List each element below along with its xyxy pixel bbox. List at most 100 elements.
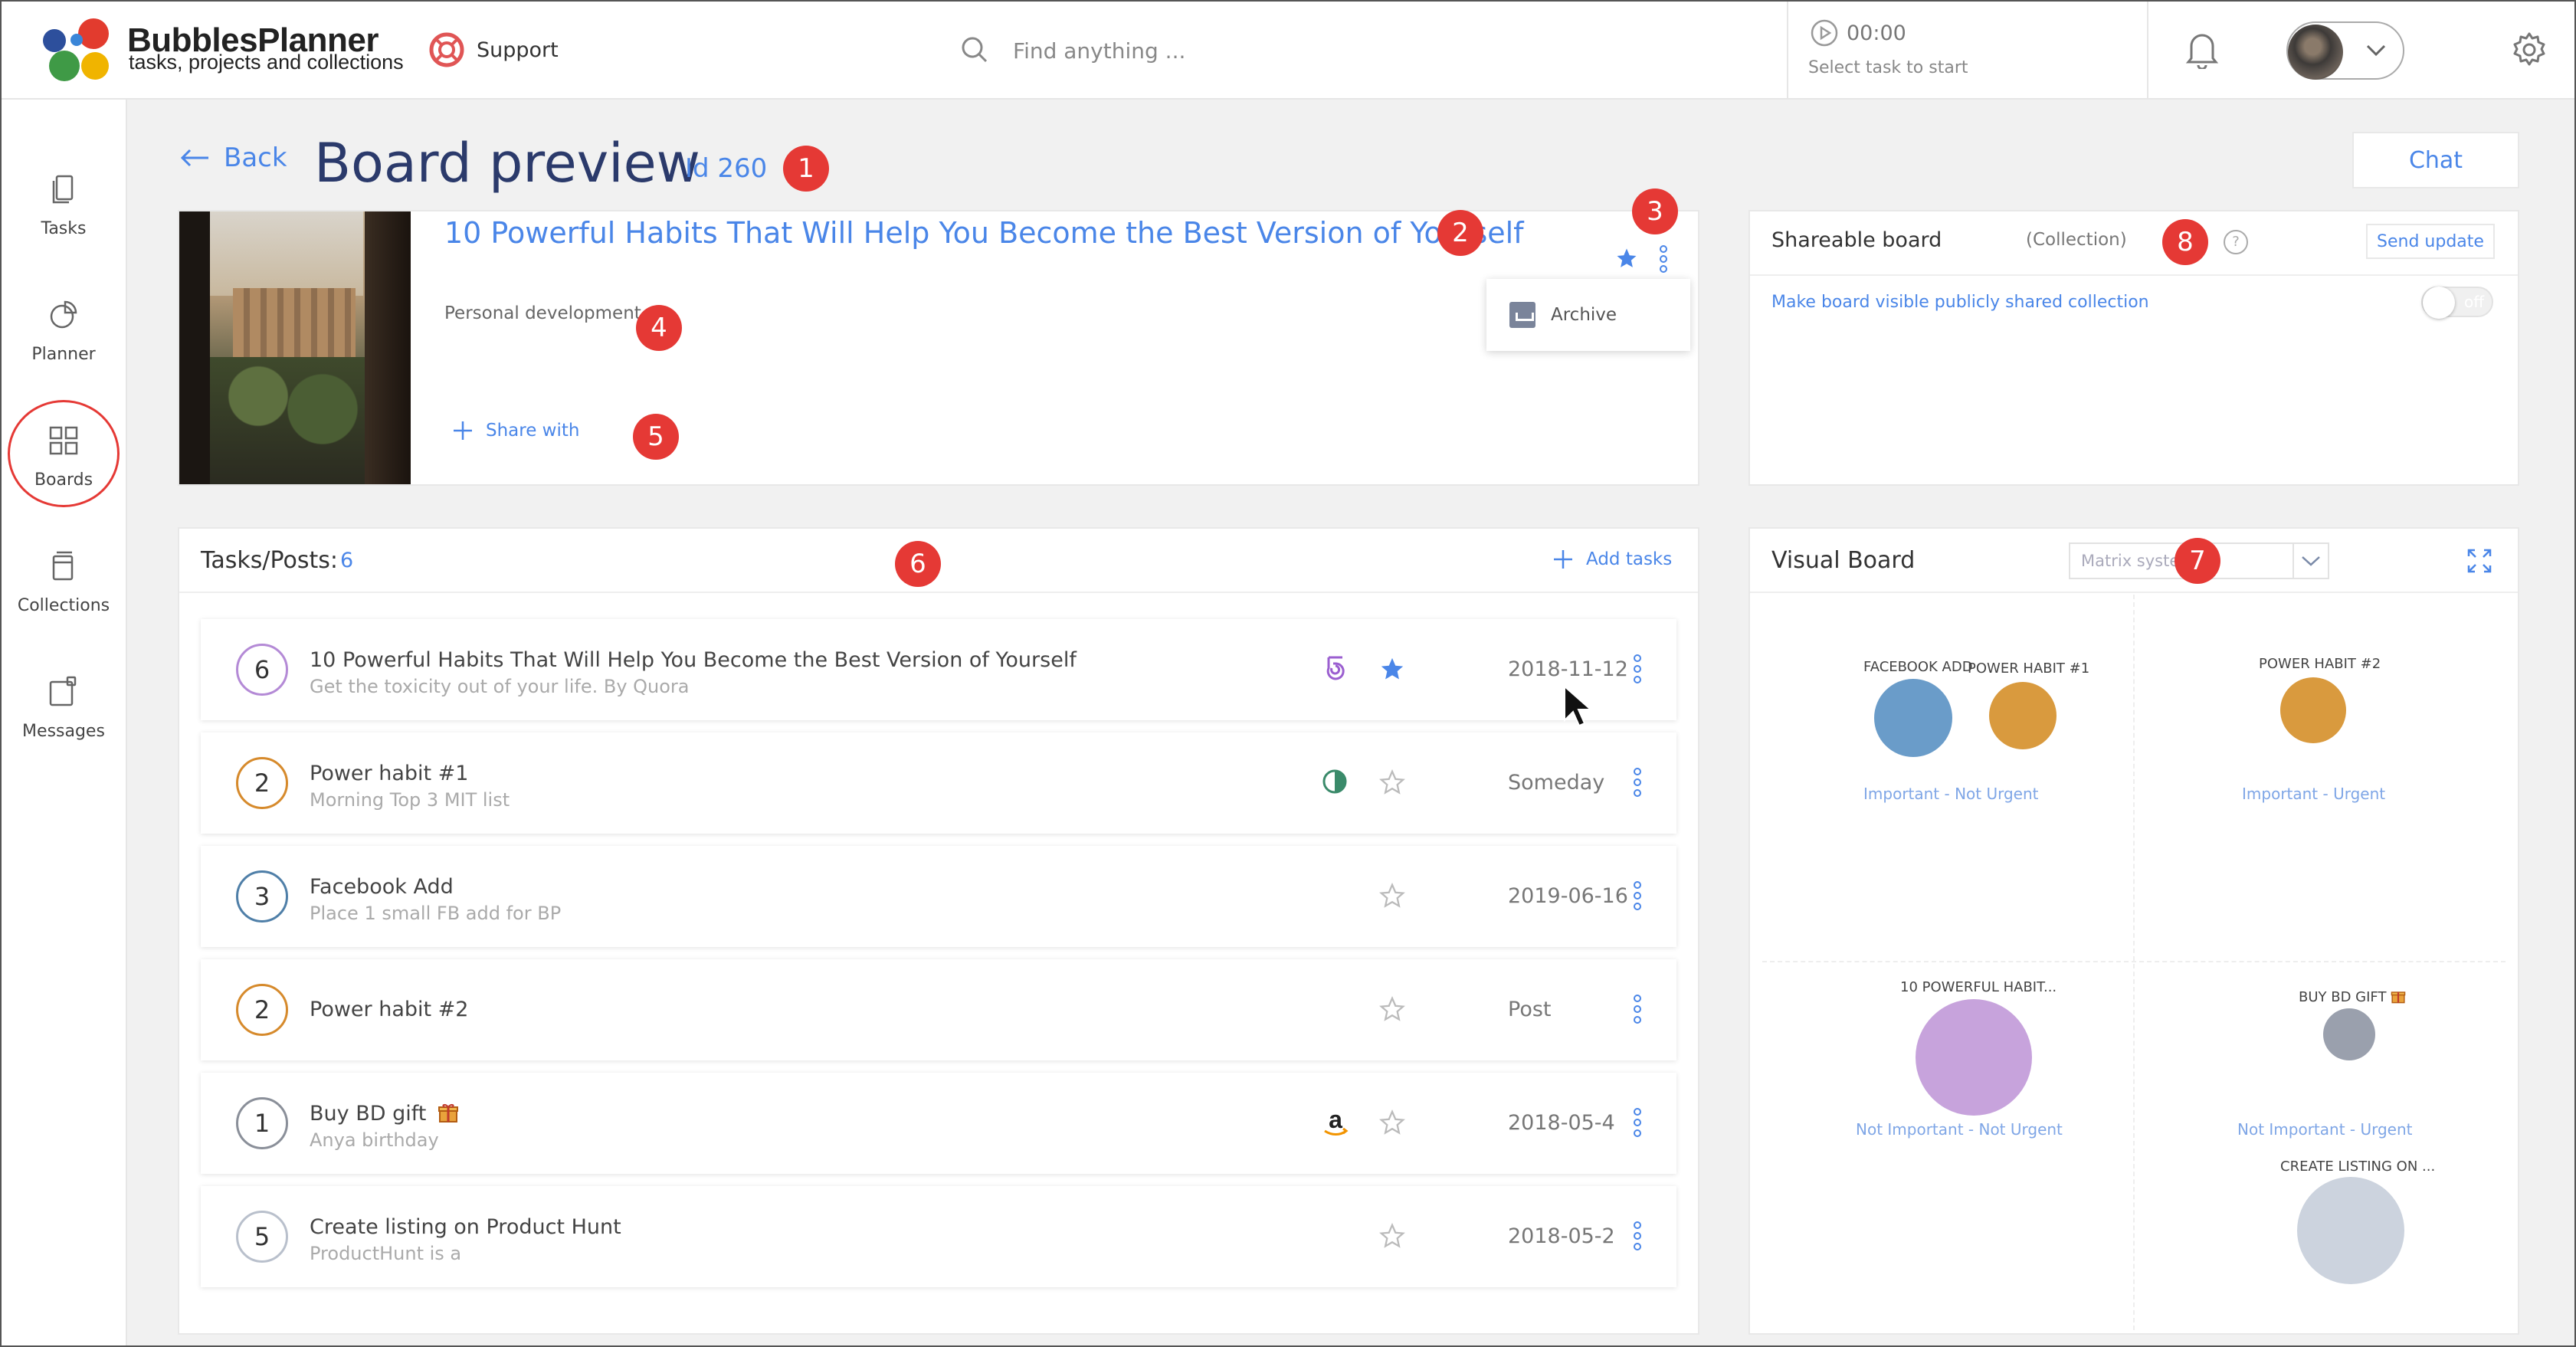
svg-text:a: a <box>1329 1108 1342 1133</box>
sidebar-item-collections[interactable]: Collections <box>0 549 127 656</box>
share-label: Share with <box>486 421 580 441</box>
divider <box>179 592 1698 593</box>
search-input[interactable] <box>1013 31 1473 70</box>
quadrant-label: Important - Not Urgent <box>1863 785 2039 803</box>
more-options-icon[interactable] <box>1660 245 1669 273</box>
tasks-icon <box>52 175 74 204</box>
sidebar-item-messages[interactable]: Messages <box>0 674 127 782</box>
annotation-marker: 5 <box>633 414 679 460</box>
task-row[interactable]: 2 Power habit #1 Morning Top 3 MIT list … <box>201 732 1676 834</box>
matrix-axis-vertical <box>2133 595 2135 1330</box>
user-menu[interactable] <box>2286 21 2404 80</box>
task-subtitle: Anya birthday <box>310 1129 439 1151</box>
quadrant-label: Important - Urgent <box>2242 785 2386 803</box>
quadrant-label: Not Important - Urgent <box>2237 1120 2413 1139</box>
task-title: Power habit #2 <box>310 998 469 1021</box>
bell-icon[interactable] <box>2184 29 2220 69</box>
sidebar-item-tasks[interactable]: Tasks <box>0 172 127 279</box>
back-label: Back <box>224 143 287 173</box>
star-outline-icon[interactable] <box>1379 1109 1405 1136</box>
page-title: Board preview <box>314 132 700 195</box>
task-row[interactable]: 2 Power habit #2 Post <box>201 959 1676 1060</box>
bubble-create-listing[interactable] <box>2297 1177 2404 1284</box>
expand-icon[interactable] <box>2466 547 2493 575</box>
task-title: Facebook Add <box>310 875 454 899</box>
task-subtitle: Morning Top 3 MIT list <box>310 789 510 811</box>
task-title: Create listing on Product Hunt <box>310 1215 621 1239</box>
priority-badge: 3 <box>236 870 288 923</box>
send-update-button[interactable]: Send update <box>2366 224 2495 259</box>
bubble-label: POWER HABIT #2 <box>2259 656 2381 672</box>
quadrant-label: Not Important - Not Urgent <box>1856 1120 2063 1139</box>
priority-badge: 1 <box>236 1097 288 1149</box>
public-share-toggle[interactable]: off <box>2421 287 2493 319</box>
board-title[interactable]: 10 Powerful Habits That Will Help You Be… <box>444 216 1524 250</box>
gift-icon <box>438 1103 458 1122</box>
matrix-axis-horizontal <box>1762 961 2506 962</box>
task-row[interactable]: 5 Create listing on Product Hunt Product… <box>201 1186 1676 1287</box>
more-options-icon[interactable] <box>1634 881 1641 912</box>
search-icon <box>962 37 988 63</box>
annotation-marker: 6 <box>895 541 941 587</box>
chat-button[interactable]: Chat <box>2352 132 2519 188</box>
more-options-icon[interactable] <box>1634 1221 1641 1252</box>
sidebar: Tasks Planner Boards Collections Message… <box>0 100 127 1347</box>
priority-badge: 2 <box>236 984 288 1036</box>
mouse-cursor-icon <box>1564 685 1593 727</box>
messages-icon <box>49 676 77 706</box>
board-id: Id 260 <box>685 153 768 184</box>
star-icon[interactable] <box>1615 247 1638 270</box>
star-outline-icon[interactable] <box>1379 769 1405 795</box>
bubble-10-powerful-habits[interactable] <box>1916 999 2032 1116</box>
bubble-power-habit-1[interactable] <box>1989 682 2057 749</box>
board-card <box>178 210 1699 486</box>
add-tasks-button[interactable]: Add tasks <box>1552 549 1672 570</box>
shareable-type: (Collection) <box>2026 230 2127 250</box>
annotation-marker: 7 <box>2175 538 2220 584</box>
share-with-button[interactable]: Share with <box>452 420 579 441</box>
task-date: Post <box>1508 998 1552 1021</box>
star-outline-icon[interactable] <box>1379 883 1405 909</box>
task-title: Buy BD gift <box>310 1102 459 1126</box>
support-link[interactable]: Support <box>429 31 559 69</box>
gear-icon[interactable] <box>2510 31 2548 69</box>
divider <box>1750 592 2518 593</box>
back-button[interactable]: Back <box>179 143 287 173</box>
board-options-menu[interactable]: Archive <box>1486 279 1690 351</box>
task-row[interactable]: 3 Facebook Add Place 1 small FB add for … <box>201 846 1676 947</box>
visual-board-title: Visual Board <box>1771 547 1916 574</box>
bubble-power-habit-2[interactable] <box>2280 677 2346 743</box>
star-icon[interactable] <box>1379 656 1405 682</box>
star-outline-icon[interactable] <box>1379 996 1405 1022</box>
logo-icon[interactable] <box>43 18 120 83</box>
task-date: Someday <box>1508 771 1605 795</box>
play-icon[interactable] <box>1810 18 1839 48</box>
bubble-facebook-add[interactable] <box>1874 679 1952 757</box>
bubble-buy-bd-gift[interactable] <box>2323 1008 2375 1060</box>
task-row[interactable]: 6 10 Powerful Habits That Will Help You … <box>201 619 1676 720</box>
toggle-label: off <box>2464 293 2485 311</box>
boards-highlight-ring <box>8 400 120 507</box>
board-cover-image <box>179 211 411 484</box>
more-options-icon[interactable] <box>1634 654 1641 685</box>
help-icon[interactable]: ? <box>2224 230 2248 254</box>
gift-icon <box>2391 991 2406 1004</box>
more-options-icon[interactable] <box>1634 768 1641 798</box>
star-outline-icon[interactable] <box>1379 1223 1405 1249</box>
priority-badge: 2 <box>236 757 288 809</box>
task-row[interactable]: 1 Buy BD gift Anya birthday a 2018-05-4 <box>201 1073 1676 1174</box>
menu-item-archive[interactable]: Archive <box>1551 305 1617 325</box>
more-options-icon[interactable] <box>1634 1108 1641 1139</box>
priority-badge: 5 <box>236 1211 288 1263</box>
toggle-knob <box>2423 287 2455 319</box>
bubble-label: FACEBOOK ADD <box>1863 659 1973 675</box>
archive-icon <box>1509 302 1535 328</box>
more-options-icon[interactable] <box>1634 995 1641 1025</box>
annotation-marker: 4 <box>636 305 682 351</box>
public-share-label[interactable]: Make board visible publicly shared colle… <box>1771 293 2149 312</box>
chevron-down-icon <box>2366 44 2386 57</box>
sidebar-item-label: Messages <box>22 722 105 741</box>
board-category: Personal development <box>444 303 641 323</box>
sidebar-item-planner[interactable]: Planner <box>0 297 127 405</box>
header-divider <box>2147 0 2148 100</box>
